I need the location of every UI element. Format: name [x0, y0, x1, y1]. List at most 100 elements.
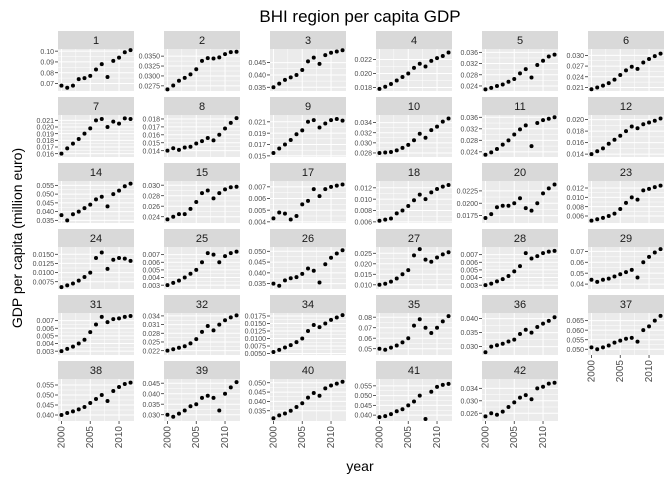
data-point — [122, 314, 127, 319]
facet-strip — [482, 31, 558, 49]
data-point — [641, 60, 646, 65]
data-point — [323, 187, 328, 192]
data-point — [311, 391, 316, 395]
data-point — [194, 200, 199, 204]
facet-strip — [588, 97, 664, 115]
data-point — [306, 119, 310, 124]
x-tick-label: 2000 — [480, 426, 491, 449]
y-tick-label: 0.004 — [248, 219, 266, 226]
data-point — [406, 403, 411, 408]
data-point — [435, 124, 440, 129]
data-point — [523, 251, 528, 256]
data-point — [182, 344, 187, 349]
y-tick-label: 0.006 — [354, 219, 372, 226]
data-point — [65, 218, 70, 223]
y-tick-label: 0.030 — [566, 53, 584, 60]
data-point — [165, 412, 170, 417]
data-point — [618, 272, 623, 277]
data-point — [541, 191, 546, 196]
y-tick-label: 0.035 — [36, 218, 54, 225]
data-point — [535, 386, 540, 391]
facet-strip-label: 25 — [196, 233, 208, 245]
data-point — [641, 122, 646, 127]
data-point — [383, 347, 388, 352]
data-point — [317, 61, 322, 66]
data-point — [94, 118, 98, 123]
data-point — [612, 77, 617, 82]
data-point — [200, 139, 204, 144]
data-point — [306, 329, 310, 333]
y-tick-label: 0.027 — [566, 64, 584, 71]
data-point — [323, 121, 328, 126]
data-point — [489, 150, 494, 155]
data-point — [122, 256, 127, 261]
facet-panels: 10.070.080.090.1020.02750.03000.03250.03… — [33, 31, 664, 448]
y-tick-label: 0.0200 — [457, 201, 479, 208]
facet-strip — [482, 361, 558, 379]
facet-strip — [270, 361, 346, 379]
data-point — [518, 332, 522, 336]
y-tick-label: 0.045 — [248, 260, 266, 267]
data-point — [329, 255, 334, 260]
data-point — [234, 249, 239, 254]
data-point — [182, 75, 187, 80]
data-point — [529, 75, 534, 80]
data-point — [70, 141, 75, 146]
data-point — [440, 119, 445, 124]
data-point — [440, 184, 445, 189]
data-point — [506, 339, 511, 344]
data-point — [541, 384, 546, 389]
data-point — [194, 141, 199, 146]
data-point — [595, 85, 600, 90]
panel-background — [270, 49, 346, 91]
data-point — [388, 82, 393, 86]
data-point — [518, 264, 522, 269]
y-tick-label: 0.026 — [142, 204, 160, 211]
data-point — [624, 336, 628, 341]
data-point — [94, 322, 98, 327]
y-tick-label: 0.010 — [354, 197, 372, 204]
data-point — [200, 191, 204, 196]
data-point — [294, 405, 299, 409]
data-point — [506, 203, 511, 208]
facet-strip-label: 12 — [620, 101, 632, 113]
data-point — [117, 188, 122, 193]
y-tick-label: 0.030 — [354, 140, 372, 147]
facet-strip — [164, 361, 240, 379]
data-point — [82, 76, 87, 81]
panel-background — [588, 313, 664, 355]
data-point — [182, 212, 187, 217]
data-point — [188, 404, 193, 409]
data-point — [541, 251, 546, 256]
data-point — [300, 336, 305, 341]
data-point — [271, 216, 276, 221]
data-point — [59, 213, 64, 218]
y-tick-label: 0.055 — [36, 383, 54, 390]
data-point — [500, 409, 505, 414]
data-point — [217, 408, 222, 413]
data-point — [412, 323, 416, 328]
facet-panel-15: 15 0.024 0.026 0.028 0.030 — [142, 163, 240, 223]
panel-background — [482, 115, 558, 157]
data-point — [76, 278, 81, 283]
data-point — [394, 78, 399, 83]
x-axis-label: year — [346, 458, 374, 474]
facet-panel-42: 42 0.026 0.030 0.034 2000 2005 2010 — [460, 361, 558, 448]
data-point — [182, 145, 187, 150]
data-point — [589, 277, 594, 282]
y-tick-label: 0.060 — [566, 328, 584, 335]
data-point — [128, 48, 133, 53]
data-point — [652, 250, 657, 255]
facet-strip-label: 38 — [90, 365, 102, 377]
data-point — [435, 325, 440, 330]
facet-panel-3: 3 0.035 0.040 0.045 — [248, 31, 346, 92]
facet-strip-label: 2 — [199, 35, 205, 47]
data-point — [606, 81, 611, 86]
facet-strip-label: 41 — [408, 365, 420, 377]
y-tick-label: 0.028 — [460, 138, 478, 145]
y-tick-label: 0.017 — [248, 142, 266, 149]
y-tick-label: 0.030 — [460, 398, 478, 405]
data-point — [629, 335, 634, 340]
y-tick-label: 0.08 — [40, 70, 54, 77]
